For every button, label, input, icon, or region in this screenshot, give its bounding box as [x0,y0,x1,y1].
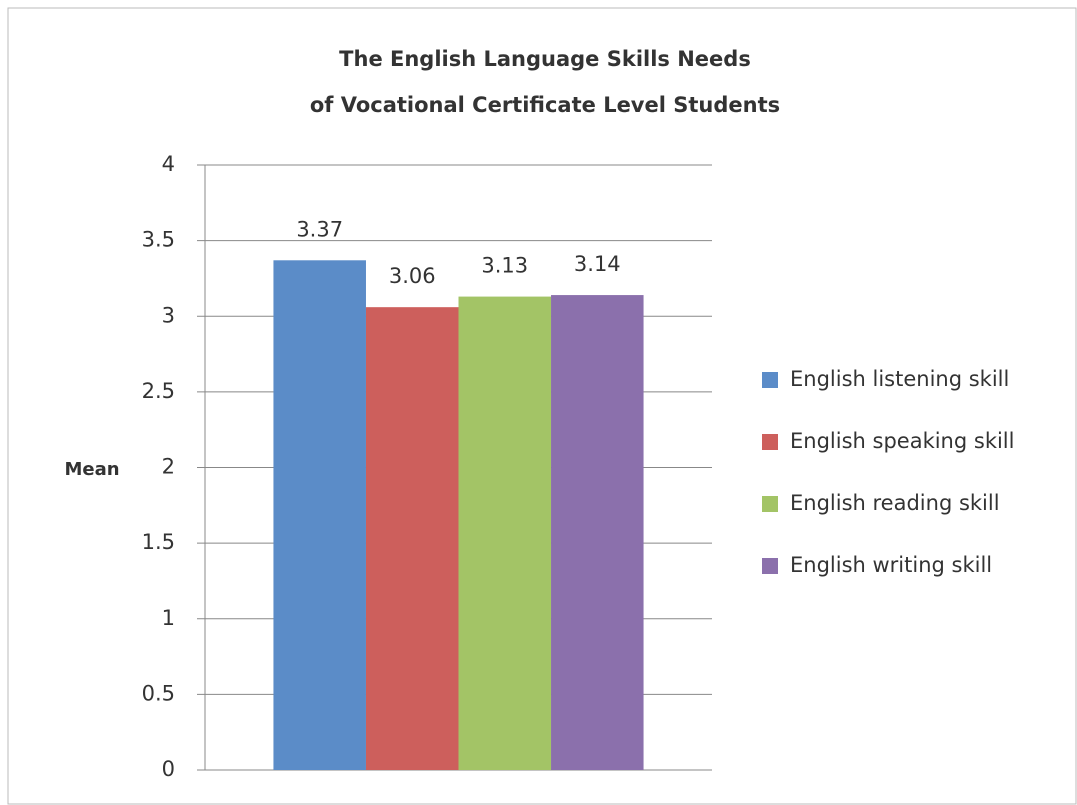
y-axis-label: Mean [64,459,119,480]
y-tick-label: 0 [162,757,175,781]
y-tick-label: 1 [162,606,175,630]
legend-swatch [762,558,778,574]
data-label: 3.06 [389,264,436,288]
y-tick-label: 4 [162,152,175,176]
y-tick-label: 3 [162,303,175,327]
y-tick-label: 2 [162,455,175,479]
y-tick-label: 3.5 [142,228,175,252]
chart-title: of Vocational Certificate Level Students [310,93,780,117]
bar [366,307,459,770]
data-label: 3.37 [296,217,343,241]
legend-swatch [762,434,778,450]
legend-label: English speaking skill [790,429,1014,453]
y-tick-label: 2.5 [142,379,175,403]
y-tick-label: 1.5 [142,530,175,554]
bar [273,260,366,770]
legend-label: English listening skill [790,367,1009,391]
data-label: 3.13 [481,254,528,278]
chart-title: The English Language Skills Needs [339,47,751,71]
data-label: 3.14 [574,252,621,276]
y-tick-label: 0.5 [142,681,175,705]
legend-label: English reading skill [790,491,1000,515]
bar [551,295,644,770]
chart: The English Language Skills Needs of Voc… [0,0,1077,805]
legend-label: English writing skill [790,553,992,577]
legend-swatch [762,496,778,512]
bar [459,297,552,770]
legend-swatch [762,372,778,388]
page: The English Language Skills Needs of Voc… [0,0,1077,805]
